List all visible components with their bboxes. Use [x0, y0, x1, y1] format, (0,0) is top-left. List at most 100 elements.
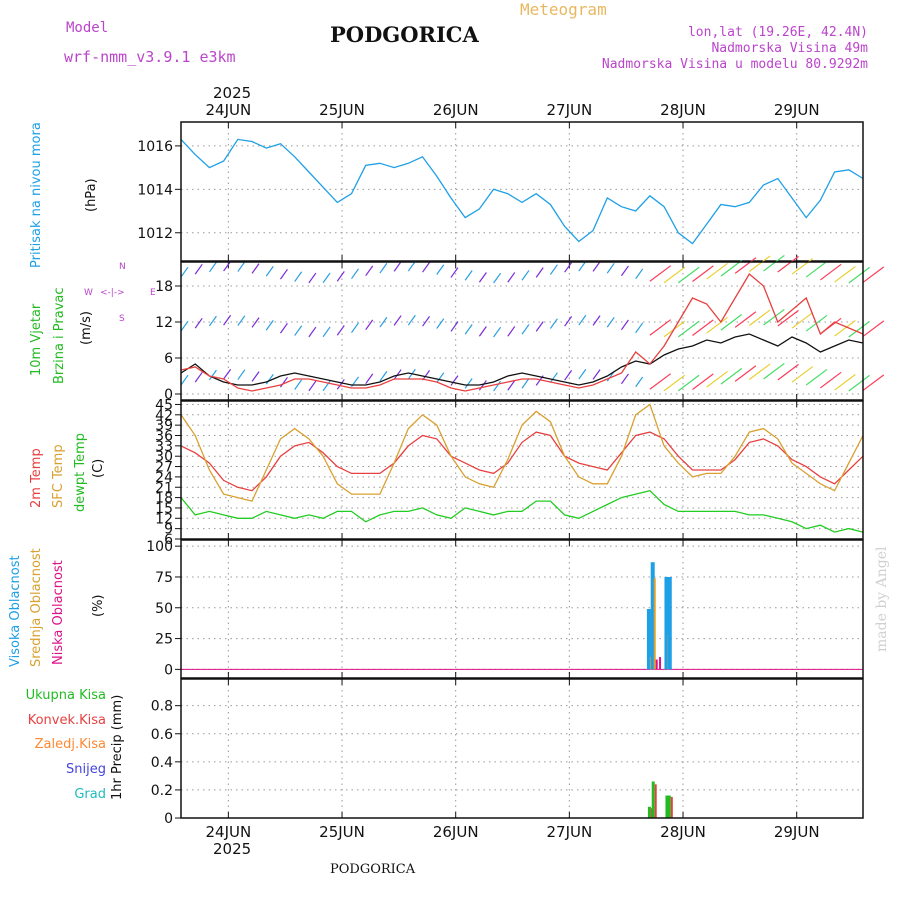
cloud-bar-visoka-oblacnost	[664, 576, 669, 670]
wind-barb	[336, 379, 345, 390]
wind-barb	[820, 263, 842, 281]
wind-barb	[223, 314, 232, 326]
wind-barb	[535, 321, 544, 332]
cloud-bar-visoka-oblacnost	[667, 576, 672, 670]
wind-barb	[677, 266, 700, 284]
wind-barb	[450, 375, 459, 386]
wind-barb	[578, 260, 587, 272]
wind-barb	[279, 268, 288, 280]
wind-barb	[294, 379, 303, 390]
wind-barb	[549, 264, 558, 275]
wind-barb	[393, 315, 402, 326]
wind-barb	[805, 260, 828, 278]
day-label-bottom: 26JUN	[433, 823, 479, 841]
temp-sfc-line	[180, 403, 864, 502]
wind-barb	[521, 270, 530, 281]
precip-label-conv: Konvek.Kisa	[27, 713, 106, 728]
altitude-info: Nadmorska Visina 49m	[711, 41, 868, 56]
wind-barb	[180, 374, 189, 386]
y-tick-label: 18	[155, 279, 173, 295]
wind-barb	[620, 373, 629, 385]
wind-barb	[677, 320, 700, 338]
wind-barb	[620, 319, 629, 331]
cloud-bar-visoka-oblacnost	[646, 609, 651, 670]
wind-barb	[308, 380, 317, 392]
wind-barb	[436, 372, 445, 383]
wind-gust-line	[180, 273, 864, 392]
y-tick-label: 12	[155, 315, 173, 331]
wind-barb	[478, 272, 487, 283]
y-tick-label: 27	[155, 460, 173, 476]
wind-barb	[805, 368, 828, 386]
y-tick-label: 9	[164, 522, 173, 538]
wind-barb	[507, 326, 516, 337]
wind-barb	[265, 374, 274, 385]
wind-barb	[677, 374, 700, 392]
wind-barb	[493, 326, 502, 338]
wind-barb	[251, 263, 260, 274]
wind-barb	[748, 363, 771, 381]
y-tick-label: 24	[155, 470, 173, 486]
wind-barb	[493, 272, 502, 284]
wind-barb	[564, 262, 573, 273]
wind-barb	[848, 374, 870, 392]
compass-w: W	[84, 288, 93, 298]
day-label-top: 27JUN	[547, 101, 593, 119]
wind-barb	[322, 326, 331, 338]
wind-barb	[834, 265, 856, 283]
wind-barb	[862, 266, 885, 283]
model-name: wrf-nmm_v3.9.1 e3km	[64, 48, 236, 66]
y-tick-label: 0.2	[151, 783, 173, 799]
wind-barb	[635, 322, 644, 334]
wind-barb	[208, 261, 217, 273]
y-tick-label: 21	[155, 480, 173, 496]
wind-barb	[549, 318, 558, 329]
precip-bar-total	[651, 781, 655, 818]
station-title: PODGORICA	[330, 22, 479, 47]
wind-barb	[379, 262, 388, 274]
cloud-bar-visoka-oblacnost	[650, 562, 655, 670]
y-tick-label: 0.4	[151, 755, 173, 771]
wind-barb	[734, 311, 757, 328]
wind-barb	[237, 369, 246, 380]
wind-barb	[223, 260, 232, 272]
wind-barb	[763, 254, 785, 272]
year-bottom: 2025	[213, 840, 252, 858]
y-tick-label: 6	[164, 351, 173, 367]
wind-barb	[436, 264, 445, 275]
wind-barb	[393, 369, 402, 380]
precip-label-frz: Zaledj.Kisa	[34, 737, 106, 752]
day-label-top: 26JUN	[433, 101, 479, 119]
wind-barb	[635, 376, 644, 388]
wind-barb	[706, 370, 728, 388]
wind-barb	[578, 368, 587, 380]
wind-barb	[336, 271, 345, 282]
wind-barb	[464, 324, 473, 335]
wind-barb	[777, 363, 799, 381]
y-tick-label: 39	[155, 418, 173, 434]
meteogram-label: Meteogram	[520, 0, 607, 19]
wind-barb	[237, 315, 246, 326]
wind-barb	[791, 312, 814, 329]
wind-barb	[862, 320, 885, 337]
precip-label-total: Ukupna Kisa	[25, 688, 106, 703]
wind-barb	[407, 260, 416, 272]
day-label-top: 24JUN	[206, 101, 252, 119]
wind-barb	[564, 316, 573, 327]
day-label-bottom: 28JUN	[660, 823, 706, 841]
wind-barb	[379, 316, 388, 328]
wind-barb	[734, 365, 757, 382]
panel-frame	[180, 539, 864, 679]
wind-barb	[692, 319, 714, 336]
lonlat-info: lon,lat (19.26E, 42.4N)	[687, 25, 868, 40]
precip-label-hail: Grad	[74, 787, 106, 802]
y-tick-label: 100	[146, 539, 173, 555]
wind-barb	[521, 324, 530, 335]
y-tick-label: 15	[155, 501, 173, 517]
y-tick-label: 0.8	[151, 699, 173, 715]
wind-barb	[748, 255, 771, 273]
day-label-bottom: 24JUN	[206, 823, 252, 841]
pressure-line	[180, 138, 864, 245]
wind-barb	[535, 267, 544, 278]
wind-barb	[663, 266, 686, 284]
